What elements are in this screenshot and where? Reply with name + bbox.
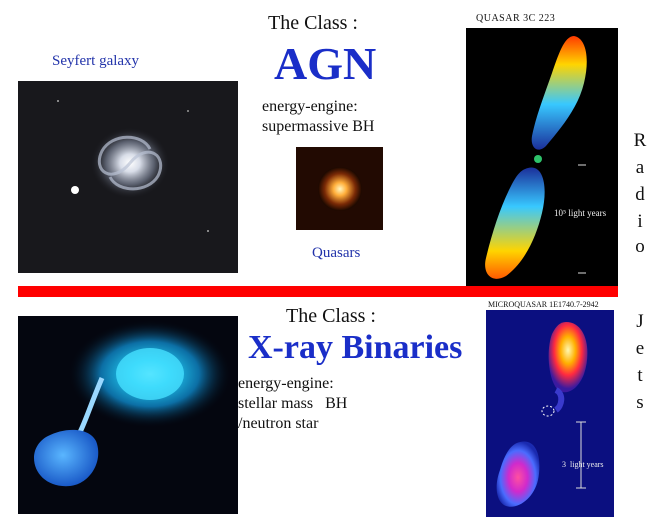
xrb-energy-value-2: /neutron star <box>238 415 319 432</box>
quasar-radio-jet-image <box>466 28 618 286</box>
agn-class-name: AGN <box>274 38 377 89</box>
quasars-caption: Quasars <box>312 245 361 261</box>
side-letter-a: a <box>635 157 645 178</box>
agn-energy-label: energy-engine: <box>262 98 358 115</box>
seyfert-galaxy-image <box>18 81 238 273</box>
xrb-energy-label: energy-engine: <box>238 375 334 392</box>
seyfert-caption: Seyfert galaxy <box>52 53 140 69</box>
agn-class-label: The Class : <box>268 12 358 34</box>
microquasar-scale-label: 3 light years <box>562 460 604 469</box>
quasar-scale-label: 10⁵ light years <box>554 208 607 218</box>
xrb-class-label: The Class : <box>286 305 376 327</box>
microquasar-image-title: MICROQUASAR 1E1740.7-2942 <box>488 300 599 309</box>
side-letter-d: d <box>635 184 645 205</box>
section-divider <box>18 286 618 297</box>
agn-energy-value: supermassive BH <box>262 118 375 135</box>
quasar-image <box>296 147 383 230</box>
side-letter-e: e <box>635 338 645 359</box>
xrb-class-name: X-ray Binaries <box>248 329 463 366</box>
side-letter-r: R <box>633 130 647 151</box>
side-letter-t: t <box>637 365 643 386</box>
microquasar-radio-jet-image <box>486 310 614 517</box>
xray-binary-illustration <box>18 316 238 514</box>
side-letter-i: i <box>637 211 643 232</box>
quasar-image-title: QUASAR 3C 223 <box>476 13 556 24</box>
side-letter-j: J <box>636 311 644 332</box>
xrb-energy-value-1: stellar mass BH <box>238 395 348 412</box>
side-letter-s: s <box>636 392 644 413</box>
side-letter-o: o <box>635 236 645 257</box>
